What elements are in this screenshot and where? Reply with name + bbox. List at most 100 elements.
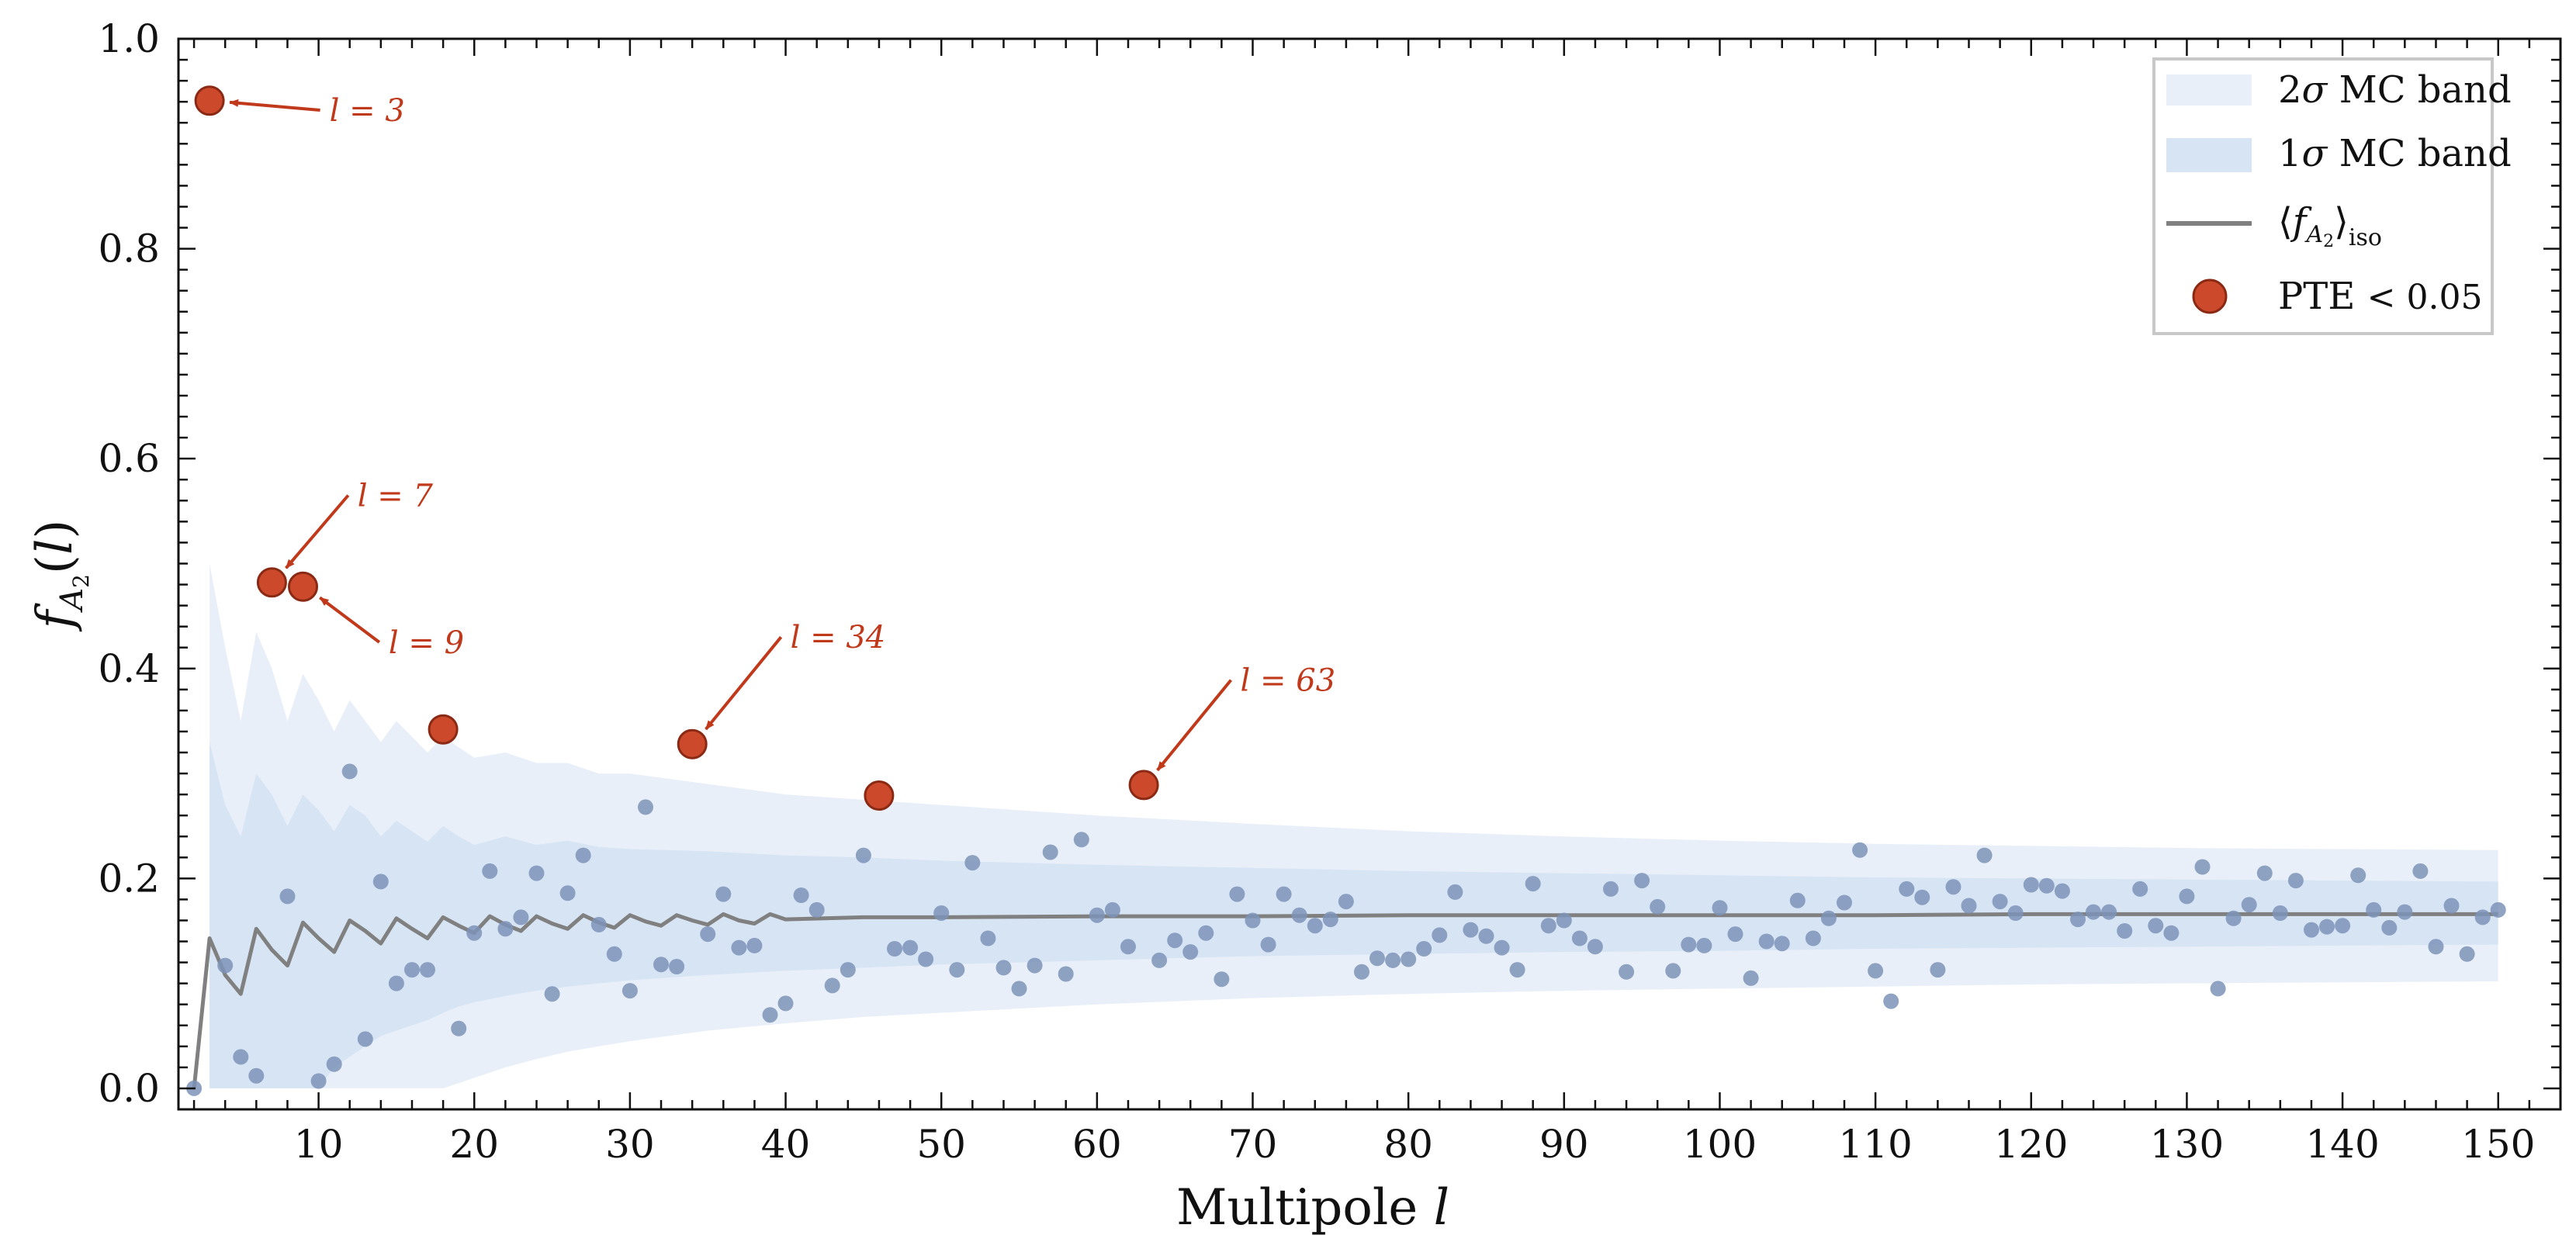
data-point [1354,964,1369,980]
plot-frame [177,37,2562,1111]
legend: 2σ MC band 1σ MC band ⟨fA2⟩iso PTE < 0.0… [2152,57,2512,335]
data-point [1540,918,1556,934]
data-point [777,995,794,1012]
data-point [1587,939,1603,955]
data-point [2179,888,2195,905]
data-point [1712,900,1728,916]
data-point [2474,909,2491,926]
data-point [731,939,747,956]
data-point [1089,907,1105,923]
data-point [1603,881,1619,897]
y-tick-label: 0.6 [98,436,160,481]
data-point [1338,894,1354,910]
data-point [2287,873,2304,889]
x-tick-label: 10 [294,1122,344,1167]
data-point [248,1067,265,1084]
data-point [1805,930,1821,946]
data-point [1401,951,1417,967]
data-point [1945,879,1961,895]
data-point [2350,867,2367,884]
data-point [1758,933,1774,950]
data-point [404,962,420,978]
data-point [638,799,653,815]
data-point [949,962,965,978]
data-point [933,905,950,921]
data-point [2319,919,2335,935]
data-point [482,863,498,879]
data-point [1276,886,1292,902]
data-point [1291,907,1307,923]
x-tick-label: 80 [1383,1122,1433,1167]
data-point [606,946,622,962]
data-point [590,916,607,932]
data-point [2412,863,2429,879]
data-point [653,957,669,973]
x-tick-label: 140 [2305,1122,2379,1167]
data-point [544,986,560,1002]
data-point [1494,939,1510,956]
x-tick-label: 60 [1072,1122,1122,1167]
data-point [2148,918,2164,934]
data-point [1820,910,1837,926]
y-tick-label: 0.0 [98,1066,160,1111]
data-point [1322,912,1338,928]
annotation-arrow [705,635,783,731]
data-point [420,962,435,978]
data-point [2054,883,2070,899]
data-point [2117,923,2133,939]
y-tick-label: 0.4 [98,646,160,691]
data-point [1992,894,2008,910]
x-tick-label: 130 [2150,1122,2224,1167]
isotropic-mean-curve [192,912,2498,1089]
data-point [1976,847,1993,863]
mean-curve-line [192,912,2498,1089]
legend-label-band1: 1σ MC band [2278,132,2512,175]
x-tick-label: 100 [1683,1122,1757,1167]
data-point [1416,941,1432,957]
pte-point [864,780,895,811]
data-point [388,975,404,991]
data-point [1073,832,1089,848]
data-point [762,1007,778,1023]
data-point [1307,918,1323,934]
data-point [1665,963,1681,979]
data-point [669,959,685,974]
data-point [700,926,716,943]
data-point [1151,952,1168,968]
data-point [279,888,296,905]
data-point [2038,877,2055,894]
legend-label-mean: ⟨fA2⟩iso [2278,200,2382,251]
data-point [2256,865,2273,881]
data-point [217,957,234,974]
data-point [902,939,919,956]
data-point [1182,944,1199,960]
data-point [808,901,825,918]
data-point [887,941,902,957]
data-point [2163,925,2180,941]
data-point [1042,844,1058,860]
data-point [326,1056,342,1072]
data-point [341,763,358,780]
data-point [2194,859,2211,875]
data-point [1789,892,1806,908]
data-point [2381,919,2398,936]
data-point [357,1031,373,1047]
annotation-label: l = 9 [389,625,464,661]
data-point [1229,886,1245,902]
data-point [995,960,1012,976]
data-point [513,909,529,926]
x-tick-label: 70 [1228,1122,1278,1167]
data-point [1432,927,1448,943]
annotation-label: l = 3 [330,93,405,129]
y-tick-label: 0.2 [98,856,160,901]
data-point [559,885,576,901]
data-point [2086,904,2101,920]
data-point [1385,952,1401,968]
x-tick-label: 40 [761,1122,811,1167]
data-points [186,763,2506,1096]
data-point [2007,905,2024,921]
data-point [2023,877,2039,893]
pte-point [288,571,318,602]
data-point [2304,922,2319,938]
